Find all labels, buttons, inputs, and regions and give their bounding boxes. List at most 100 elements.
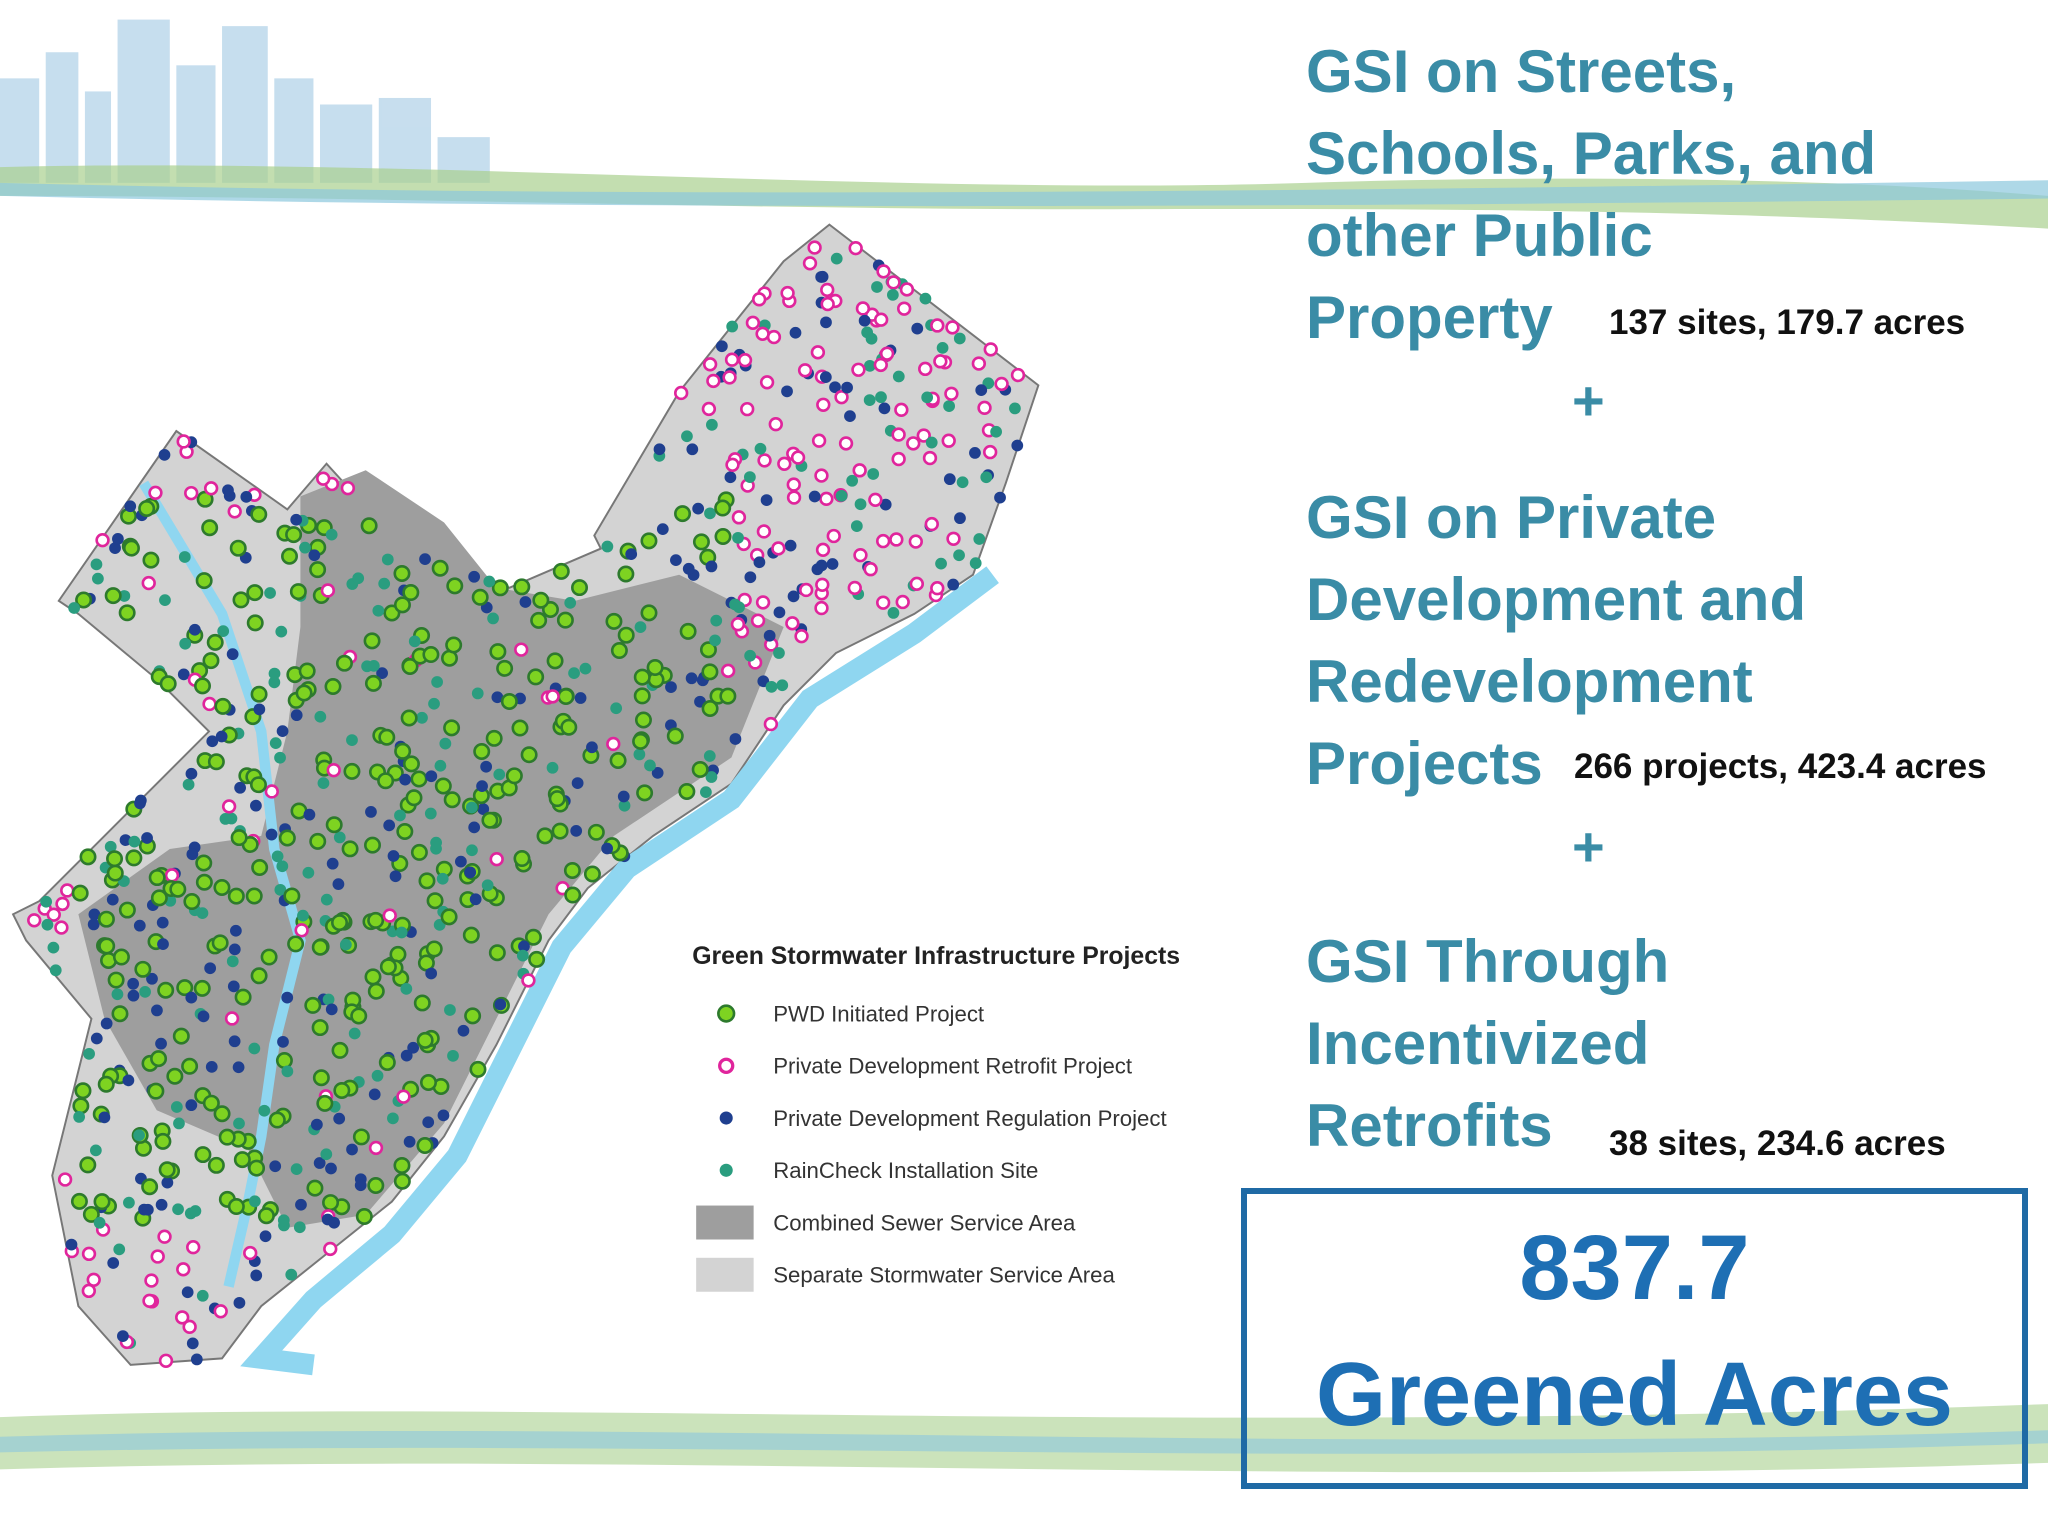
site-dot xyxy=(556,611,574,629)
site-dot xyxy=(128,835,141,848)
site-dot xyxy=(177,668,190,681)
site-dot xyxy=(413,994,431,1012)
site-dot xyxy=(640,532,658,550)
site-dot xyxy=(142,1293,157,1309)
site-dot xyxy=(876,264,891,279)
site-dot xyxy=(789,326,802,339)
site-dot xyxy=(218,1128,236,1146)
site-dot xyxy=(250,685,268,703)
legend-swatch xyxy=(696,1257,754,1292)
site-dot xyxy=(213,1105,231,1123)
site-dot xyxy=(491,579,509,597)
site-dot xyxy=(422,646,440,664)
site-dot xyxy=(194,677,211,695)
site-dot xyxy=(571,777,584,789)
site-dot xyxy=(640,604,658,622)
legend-label: Separate Stormwater Service Area xyxy=(773,1263,1115,1288)
site-dot xyxy=(260,948,278,966)
site-dot xyxy=(325,1162,337,1175)
site-dot xyxy=(916,428,931,443)
site-dot xyxy=(865,332,878,345)
site-dot xyxy=(953,332,966,345)
site-dot xyxy=(820,296,835,312)
site-dot xyxy=(436,872,449,885)
site-dot xyxy=(757,675,770,688)
site-dot xyxy=(379,958,397,976)
site-dot xyxy=(401,657,419,675)
site-dot xyxy=(786,490,802,505)
site-dot xyxy=(681,430,693,443)
site-dot xyxy=(206,633,224,651)
site-dot xyxy=(144,1273,159,1288)
site-dot xyxy=(848,240,863,256)
site-dot xyxy=(815,271,828,283)
site-dot xyxy=(744,571,757,584)
site-dot xyxy=(70,1192,88,1210)
site-dot xyxy=(943,473,956,486)
site-dot xyxy=(819,371,832,383)
site-dot xyxy=(546,761,559,774)
site-dot xyxy=(290,1163,303,1175)
site-dot xyxy=(682,562,695,575)
site-dot xyxy=(82,1205,100,1223)
site-dot xyxy=(106,864,124,882)
site-dot xyxy=(810,345,826,360)
site-dot xyxy=(826,528,841,544)
site-dot xyxy=(274,751,286,764)
site-dot xyxy=(233,1151,251,1169)
site-dot xyxy=(483,575,496,588)
site-dot xyxy=(320,583,336,598)
site-dot xyxy=(201,519,219,537)
site-dot xyxy=(532,591,550,609)
site-dot xyxy=(469,1060,487,1078)
site-dot xyxy=(141,832,153,844)
site-dot xyxy=(673,385,689,401)
site-dot xyxy=(994,491,1006,504)
site-dot xyxy=(863,359,876,372)
site-dot xyxy=(829,381,841,394)
site-dot xyxy=(918,361,933,377)
site-dot xyxy=(127,989,140,1002)
site-dot xyxy=(784,539,797,552)
site-dot xyxy=(377,772,395,790)
site-dot xyxy=(418,872,436,890)
site-dot xyxy=(202,652,220,670)
site-dot xyxy=(954,512,966,525)
site-dot xyxy=(787,590,800,603)
site-dot xyxy=(410,843,428,861)
site-dot xyxy=(142,551,160,569)
site-dot xyxy=(606,736,621,752)
site-dot xyxy=(228,943,241,956)
site-dot xyxy=(665,681,677,693)
site-dot xyxy=(281,1065,294,1078)
site-dot xyxy=(815,577,830,592)
site-dot xyxy=(268,667,281,680)
site-dot xyxy=(155,1037,167,1050)
site-dot xyxy=(400,1049,413,1062)
site-dot xyxy=(207,753,225,771)
site-dot xyxy=(316,471,331,486)
site-dot xyxy=(97,1075,115,1093)
site-dot xyxy=(150,1249,165,1264)
site-dot xyxy=(350,1007,368,1025)
site-dot xyxy=(150,889,168,907)
site-dot xyxy=(205,1060,218,1073)
site-dot xyxy=(873,312,889,327)
site-dot xyxy=(141,1178,159,1196)
site-dot xyxy=(811,433,827,448)
site-dot xyxy=(383,819,396,832)
site-dot xyxy=(443,791,461,809)
site-dot xyxy=(367,1176,385,1194)
site-dot xyxy=(333,1081,351,1099)
site-dot xyxy=(250,505,268,523)
site-dot xyxy=(982,444,998,460)
site-dot xyxy=(109,542,121,554)
site-dot xyxy=(410,770,428,788)
site-dot xyxy=(79,848,97,866)
site-dot xyxy=(355,1208,373,1226)
site-dot xyxy=(701,401,717,417)
site-dot xyxy=(158,449,171,461)
site-dot xyxy=(71,884,89,902)
site-dot xyxy=(396,1089,411,1104)
